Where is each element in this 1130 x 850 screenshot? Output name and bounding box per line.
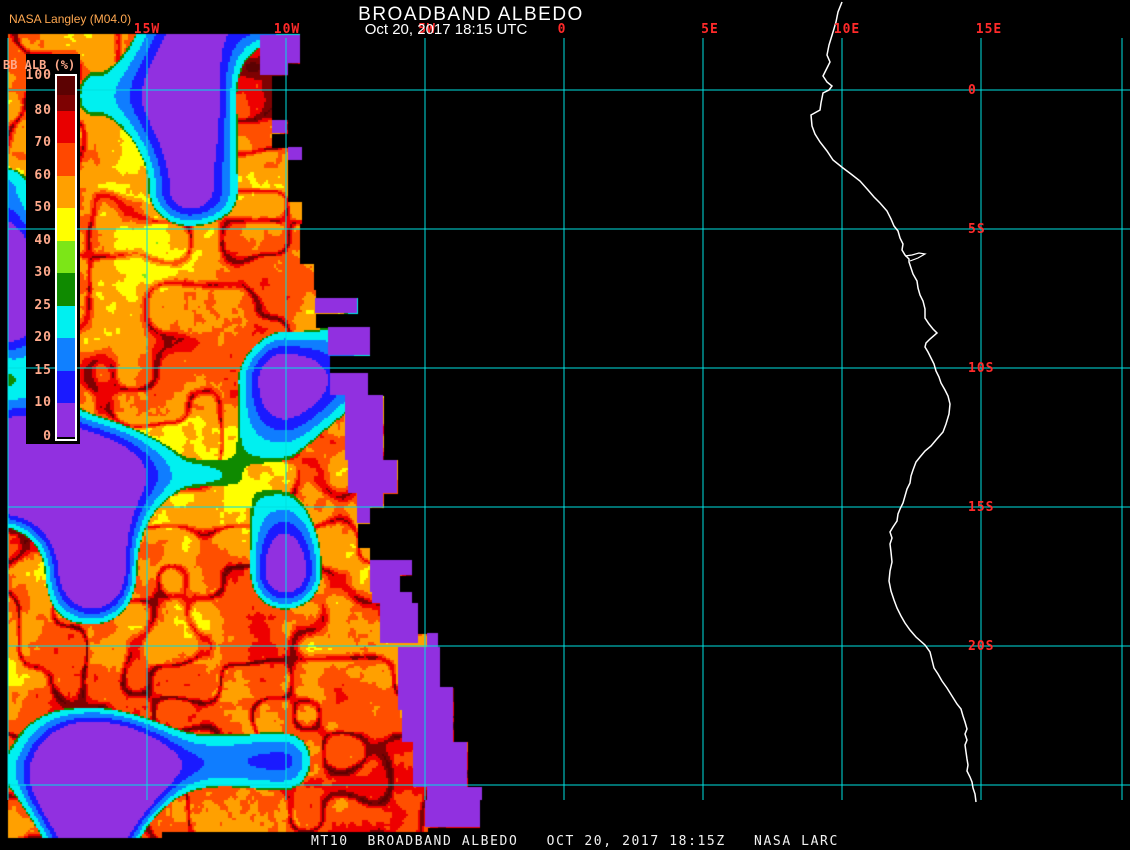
colorbar-tick-label: 60	[8, 168, 52, 183]
africa-coastline	[811, 2, 976, 802]
colorbar-tick-label: 10	[8, 395, 52, 410]
colorbar-cell	[57, 76, 75, 95]
colorbar-cell	[57, 208, 75, 241]
colorbar-cell	[57, 176, 75, 208]
colorbar-tick-label: 15	[8, 363, 52, 378]
latitude-label: 20S	[968, 639, 1018, 654]
colorbar-cell	[57, 95, 75, 111]
colorbar-cell	[57, 306, 75, 338]
colorbar-cell	[57, 241, 75, 273]
colorbar-tick-label: 50	[8, 200, 52, 215]
colorbar-tick-label: 30	[8, 265, 52, 280]
timestamp-subtitle: Oct 20, 2017 18:15 UTC	[340, 21, 552, 38]
colorbar-cell	[57, 403, 75, 437]
credit-label: NASA Langley (M04.0)	[9, 12, 131, 26]
colorbar-title: BB ALB (%)	[3, 58, 75, 72]
albedo-colorbar	[55, 74, 77, 441]
colorbar-tick-label: 80	[8, 103, 52, 118]
colorbar-tick-label: 40	[8, 233, 52, 248]
colorbar-tick-label: 0	[8, 429, 52, 444]
colorbar-cell	[57, 338, 75, 371]
longitude-label: 10E	[817, 22, 877, 37]
colorbar-cell	[57, 371, 75, 403]
colorbar-cell	[57, 111, 75, 143]
latitude-label: 0	[968, 83, 1018, 98]
colorbar-tick-label: 70	[8, 135, 52, 150]
longitude-label: 15W	[117, 22, 177, 37]
latitude-label: 15S	[968, 500, 1018, 515]
latitude-label: 5S	[968, 222, 1018, 237]
colorbar-tick-label: 25	[8, 298, 52, 313]
colorbar-tick-label: 20	[8, 330, 52, 345]
longitude-label: 5E	[680, 22, 740, 37]
colorbar-cell	[57, 143, 75, 176]
colorbar-cell	[57, 273, 75, 306]
longitude-label: 10W	[257, 22, 317, 37]
longitude-label: 15E	[959, 22, 1019, 37]
latitude-label: 10S	[968, 361, 1018, 376]
albedo-map-viewport: BB ALB (%) NASA Langley (M04.0) BROADBAN…	[0, 0, 1130, 850]
map-grid-coastline-overlay	[0, 0, 1130, 850]
footer-caption: MT10 BROADBAND ALBEDO OCT 20, 2017 18:15…	[311, 834, 839, 849]
